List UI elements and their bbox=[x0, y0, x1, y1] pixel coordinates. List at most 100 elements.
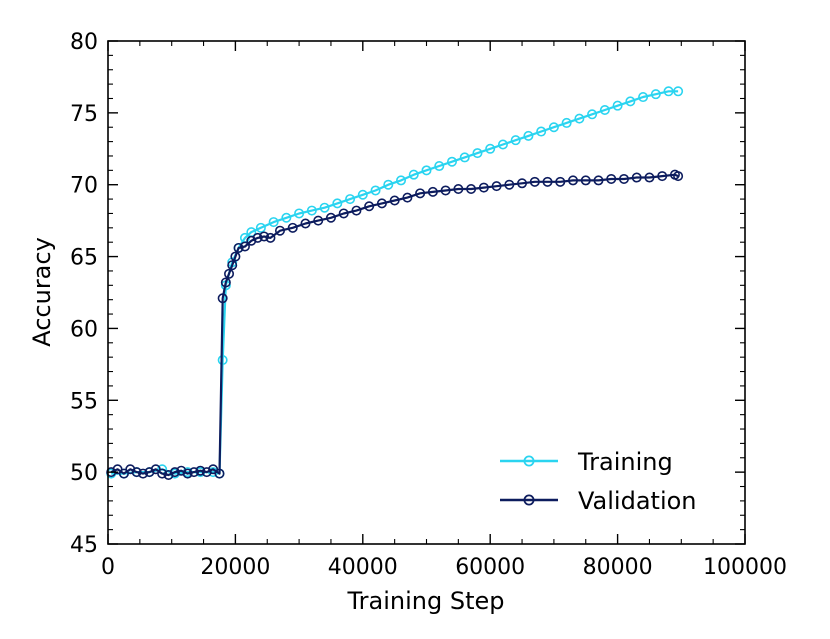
data-point-training bbox=[472, 148, 483, 159]
y-tick-label: 45 bbox=[70, 533, 98, 558]
data-point-validation bbox=[157, 468, 168, 479]
legend: Training Validation bbox=[500, 448, 697, 515]
legend-swatch-marker bbox=[523, 494, 535, 506]
data-point-training bbox=[510, 135, 521, 146]
x-tick-label: 100000 bbox=[703, 555, 787, 580]
data-point-validation bbox=[364, 201, 375, 212]
data-point-validation bbox=[300, 218, 311, 229]
data-point-validation bbox=[188, 467, 199, 478]
data-point-validation bbox=[440, 185, 451, 196]
data-point-training bbox=[446, 156, 457, 167]
data-point-validation bbox=[131, 467, 142, 478]
data-point-validation bbox=[313, 215, 324, 226]
data-point-validation bbox=[517, 178, 528, 189]
data-point-training bbox=[434, 161, 445, 172]
x-tick-label: 20000 bbox=[200, 555, 270, 580]
data-point-training bbox=[396, 175, 407, 186]
data-point-validation bbox=[568, 175, 579, 186]
data-point-validation bbox=[593, 175, 604, 186]
series-line-training bbox=[111, 90, 679, 475]
legend-label: Validation bbox=[578, 487, 697, 515]
data-point-training bbox=[294, 208, 305, 219]
data-point-training bbox=[345, 194, 356, 205]
x-tick-label: 40000 bbox=[328, 555, 398, 580]
data-point-validation bbox=[220, 277, 231, 288]
data-point-training bbox=[370, 185, 381, 196]
y-tick-label: 55 bbox=[70, 389, 98, 414]
data-point-validation bbox=[182, 468, 193, 479]
data-point-training bbox=[281, 212, 292, 223]
data-point-validation bbox=[224, 268, 235, 279]
data-point-training bbox=[255, 222, 266, 233]
x-tick-label: 0 bbox=[101, 555, 115, 580]
data-point-training bbox=[612, 100, 623, 111]
series-line-validation bbox=[110, 173, 679, 477]
data-point-validation bbox=[618, 173, 629, 184]
data-point-validation bbox=[542, 176, 553, 187]
data-point-validation bbox=[580, 175, 591, 186]
data-point-validation bbox=[287, 222, 298, 233]
data-point-training bbox=[599, 104, 610, 115]
y-axis-label: Accuracy bbox=[28, 237, 56, 347]
data-point-validation bbox=[325, 212, 336, 223]
data-point-validation bbox=[478, 182, 489, 193]
data-point-validation bbox=[259, 231, 270, 242]
data-point-training bbox=[332, 198, 343, 209]
data-point-training bbox=[421, 165, 432, 176]
data-point-validation bbox=[233, 242, 244, 253]
data-point-validation bbox=[274, 225, 285, 236]
data-point-validation bbox=[265, 232, 276, 243]
data-point-validation bbox=[169, 467, 180, 478]
data-point-validation bbox=[195, 465, 206, 476]
data-point-validation bbox=[138, 468, 149, 479]
x-tick-label: 80000 bbox=[583, 555, 653, 580]
data-point-training bbox=[574, 113, 585, 124]
y-tick-label: 75 bbox=[70, 102, 98, 127]
data-point-validation bbox=[351, 205, 362, 216]
data-point-validation bbox=[402, 192, 413, 203]
data-point-training bbox=[548, 122, 559, 133]
data-point-validation bbox=[555, 176, 566, 187]
data-point-training bbox=[408, 169, 419, 180]
data-point-validation bbox=[606, 173, 617, 184]
data-point-validation bbox=[376, 198, 387, 209]
data-point-validation bbox=[644, 172, 655, 183]
x-axis-label: Training Step bbox=[347, 587, 505, 615]
data-point-training bbox=[319, 202, 330, 213]
data-point-training bbox=[306, 205, 317, 216]
data-point-training bbox=[523, 130, 534, 141]
data-point-validation bbox=[415, 188, 426, 199]
y-tick-label: 50 bbox=[70, 461, 98, 486]
data-point-training bbox=[268, 217, 279, 228]
data-point-validation bbox=[504, 179, 515, 190]
data-point-validation bbox=[230, 251, 241, 262]
y-tick-label: 60 bbox=[70, 317, 98, 342]
data-point-training bbox=[587, 109, 598, 120]
plot-frame bbox=[107, 40, 746, 545]
data-point-validation bbox=[453, 184, 464, 195]
y-tick-label: 70 bbox=[70, 174, 98, 199]
data-point-validation bbox=[657, 171, 668, 182]
y-tick-label: 80 bbox=[70, 30, 98, 55]
data-point-training bbox=[650, 89, 661, 100]
data-point-training bbox=[625, 96, 636, 107]
data-point-validation bbox=[466, 184, 477, 195]
data-point-training bbox=[673, 86, 684, 97]
y-tick-label: 65 bbox=[70, 246, 98, 271]
series-validation bbox=[106, 169, 684, 481]
data-point-training bbox=[638, 92, 649, 103]
data-point-validation bbox=[252, 232, 263, 243]
data-point-validation bbox=[239, 241, 250, 252]
data-point-training bbox=[536, 126, 547, 137]
data-point-training bbox=[383, 179, 394, 190]
data-point-validation bbox=[389, 195, 400, 206]
series-training bbox=[106, 86, 684, 479]
legend-label: Training bbox=[577, 448, 673, 476]
data-point-validation bbox=[338, 208, 349, 219]
series-layer bbox=[106, 86, 684, 481]
data-point-training bbox=[485, 143, 496, 154]
data-point-training bbox=[663, 86, 674, 97]
data-point-validation bbox=[227, 260, 238, 271]
data-point-validation bbox=[631, 172, 642, 183]
